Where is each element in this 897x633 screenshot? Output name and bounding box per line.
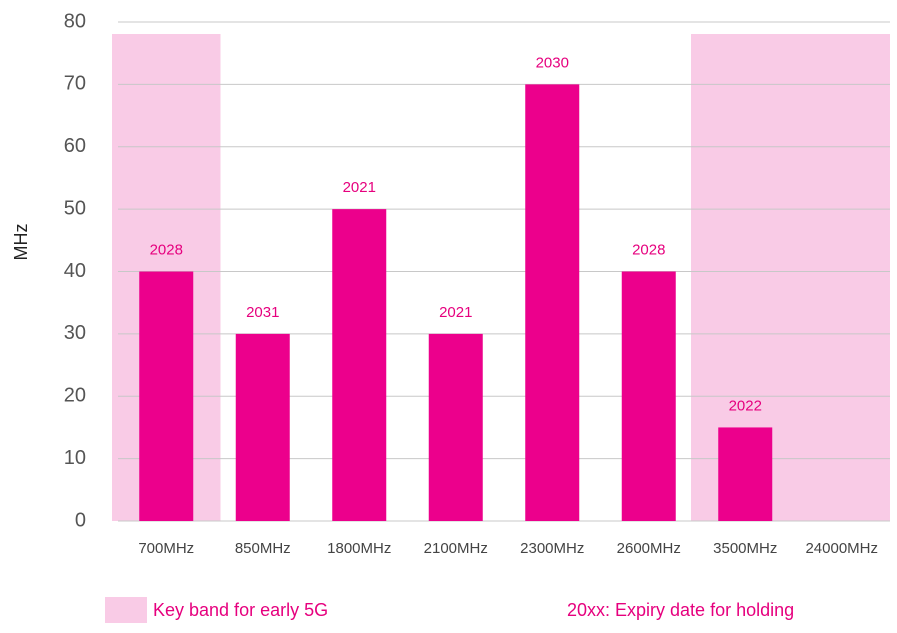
bar [332,209,387,521]
x-tick-label: 2600MHz [617,540,681,557]
y-tick-label: 70 [64,73,86,95]
expiry-label: 2028 [150,241,183,258]
bar [428,333,483,521]
legend-swatch [105,597,147,623]
x-tick-label: 850MHz [235,540,291,557]
expiry-label: 2028 [632,241,665,258]
key-band-highlight [787,34,890,521]
bar [621,271,676,521]
x-tick-label: 24000MHz [805,540,878,557]
bar [525,84,580,521]
y-axis-label: MHz [11,224,31,261]
y-tick-label: 80 [64,10,86,32]
expiry-label: 2022 [729,397,762,414]
legend-label: Key band for early 5G [153,600,328,620]
expiry-label: 2021 [343,179,376,196]
bar [139,271,194,521]
y-tick-label: 60 [64,135,86,157]
y-tick-label: 40 [64,260,86,282]
y-tick-label: 50 [64,197,86,219]
expiry-label: 2030 [536,54,569,71]
x-tick-label: 3500MHz [713,540,777,557]
y-tick-label: 0 [75,509,86,531]
x-tick-label: 2100MHz [424,540,488,557]
bar [718,427,773,521]
expiry-label: 2021 [439,304,472,321]
x-tick-label: 1800MHz [327,540,391,557]
y-tick-label: 10 [64,447,86,469]
y-tick-label: 30 [64,322,86,344]
x-tick-label: 2300MHz [520,540,584,557]
y-tick-label: 20 [64,385,86,407]
bar [235,333,290,521]
expiry-label: 2031 [246,304,279,321]
note: 20xx: Expiry date for holding [567,600,794,620]
x-tick-label: 700MHz [138,540,194,557]
